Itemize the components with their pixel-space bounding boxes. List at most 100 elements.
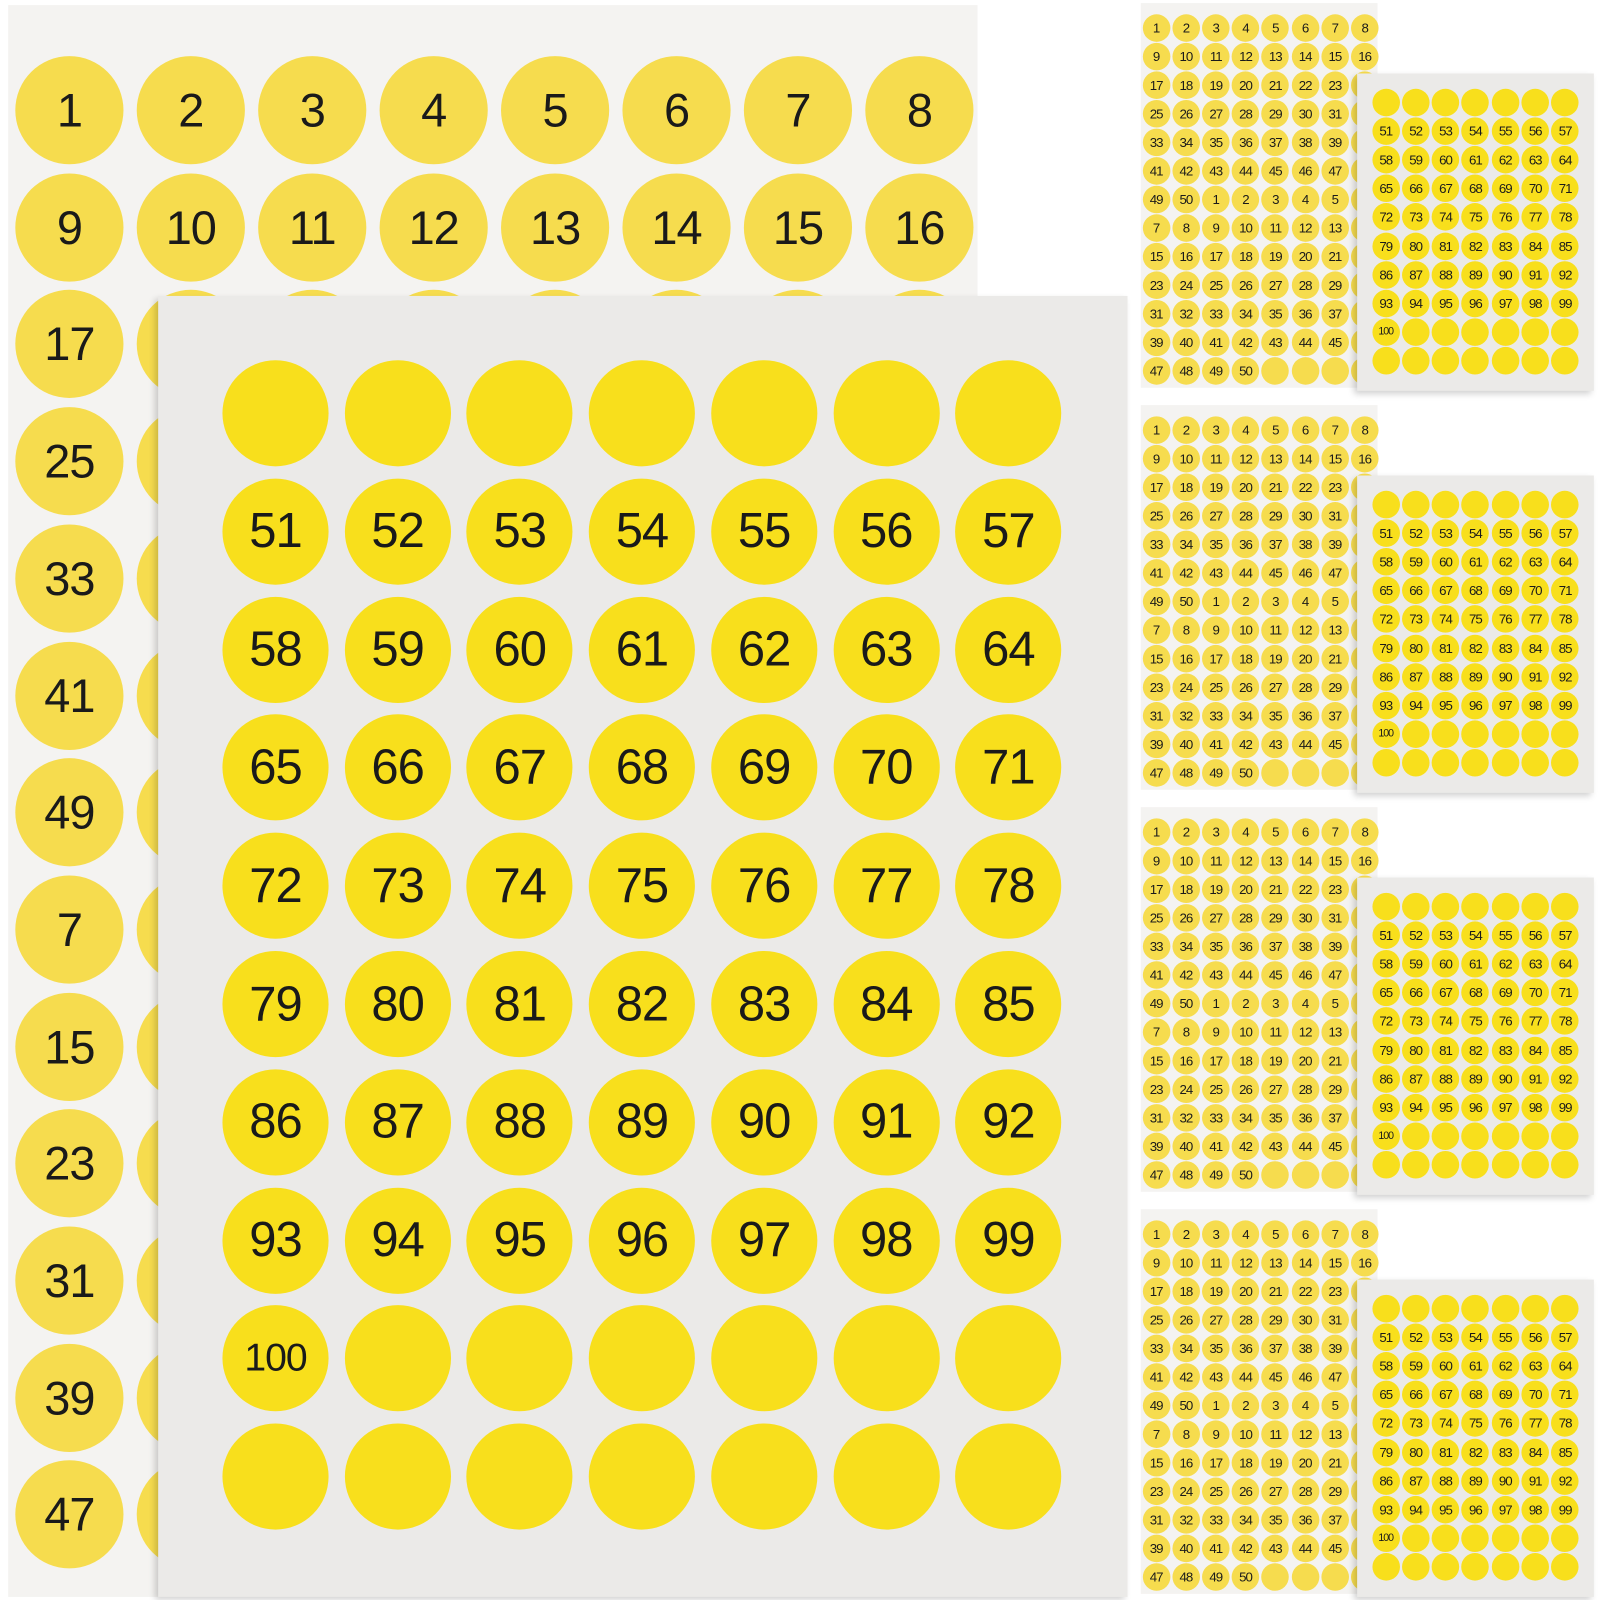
number-sticker: 85: [955, 951, 1062, 1058]
number-sticker: 49: [1142, 185, 1170, 213]
number-sticker: 44: [1231, 156, 1260, 185]
number-sticker: 95: [1431, 691, 1460, 720]
number-sticker: 77: [1521, 1409, 1549, 1438]
number-sticker: 26: [1172, 99, 1200, 128]
number-sticker: 16: [1172, 644, 1200, 672]
number-sticker: 9: [1201, 1419, 1230, 1448]
number-sticker: 99: [1551, 691, 1579, 720]
number-sticker: 19: [1201, 874, 1230, 903]
blank-sticker: [1521, 88, 1549, 116]
number-sticker: 35: [1201, 1334, 1230, 1362]
number-sticker: 88: [1431, 260, 1460, 289]
number-sticker: 3: [258, 56, 367, 165]
number-sticker: 1: [1201, 989, 1230, 1017]
number-sticker: 26: [1172, 1305, 1200, 1334]
number-sticker: 13: [501, 173, 610, 282]
number-sticker: 35: [1261, 1505, 1290, 1534]
number-sticker: 27: [1201, 501, 1230, 530]
number-sticker: 95: [466, 1187, 573, 1294]
blank-sticker: [466, 1305, 573, 1412]
number-sticker: 50: [1172, 1391, 1200, 1419]
number-sticker: 16: [1172, 1448, 1200, 1477]
number-sticker: 28: [1291, 672, 1319, 701]
number-sticker: 42: [1231, 1534, 1260, 1562]
number-sticker: 3: [1261, 185, 1290, 213]
number-sticker: 47: [1321, 558, 1349, 587]
number-sticker: 39: [1321, 932, 1349, 960]
number-sticker: 17: [1201, 1448, 1230, 1477]
number-sticker: 45: [1321, 1132, 1349, 1160]
number-sticker: 84: [1521, 232, 1549, 260]
number-sticker: 11: [1201, 846, 1230, 874]
blank-sticker: [222, 1423, 329, 1530]
number-sticker: 92: [1551, 662, 1579, 691]
number-sticker: 35: [1201, 128, 1230, 156]
blank-sticker: [1551, 490, 1579, 518]
number-sticker: 83: [1491, 1036, 1520, 1064]
number-sticker: 46: [1291, 156, 1319, 185]
number-sticker: 56: [833, 478, 940, 585]
blank-sticker: [1491, 490, 1520, 518]
number-sticker: 66: [1401, 174, 1430, 203]
number-sticker: 26: [1231, 1074, 1260, 1103]
number-sticker: 60: [1431, 547, 1460, 576]
number-sticker: 51: [1371, 1323, 1400, 1351]
number-sticker: 7: [1142, 1017, 1170, 1046]
number-sticker: 3: [1201, 817, 1230, 846]
number-sticker: 34: [1172, 530, 1200, 558]
number-sticker: 11: [1201, 42, 1230, 70]
blank-sticker: [1261, 1562, 1290, 1591]
blank-sticker: [1431, 720, 1460, 749]
number-sticker: 24: [1172, 270, 1200, 299]
number-sticker: 12: [1231, 1248, 1260, 1277]
blank-sticker: [1491, 88, 1520, 116]
number-sticker: 18: [1172, 70, 1200, 99]
number-sticker: 97: [1491, 1495, 1520, 1524]
number-sticker: 26: [1231, 270, 1260, 299]
number-sticker: 54: [588, 478, 695, 585]
number-sticker: 12: [1231, 846, 1260, 874]
blank-sticker: [1521, 1553, 1549, 1581]
number-sticker: 74: [466, 832, 573, 939]
number-sticker: 9: [1142, 1248, 1170, 1277]
number-sticker: 16: [1172, 1046, 1200, 1074]
number-sticker: 63: [1521, 145, 1549, 174]
number-sticker: 12: [1231, 42, 1260, 70]
number-sticker: 68: [1461, 1380, 1490, 1409]
blank-sticker: [466, 360, 573, 467]
number-sticker: 23: [1321, 874, 1349, 903]
number-sticker: 67: [466, 714, 573, 821]
number-sticker: 93: [1371, 1495, 1400, 1524]
number-sticker: 6: [1291, 817, 1319, 846]
number-sticker: 71: [1551, 174, 1579, 203]
number-sticker: 53: [1431, 1323, 1460, 1351]
number-sticker: 26: [1172, 501, 1200, 530]
number-sticker: 94: [1401, 1093, 1430, 1122]
number-sticker: 38: [1291, 128, 1319, 156]
number-sticker: 30: [1291, 501, 1319, 530]
number-sticker: 57: [1551, 1323, 1579, 1351]
number-sticker: 13: [1261, 444, 1290, 472]
number-sticker: 100: [1371, 720, 1400, 749]
number-sticker: 88: [1431, 1467, 1460, 1495]
number-sticker: 6: [622, 56, 731, 165]
number-sticker: 43: [1261, 1534, 1290, 1562]
number-sticker: 69: [1491, 576, 1520, 605]
number-sticker: 80: [1401, 634, 1430, 662]
number-sticker: 11: [1261, 615, 1290, 644]
number-sticker: 90: [1491, 260, 1520, 289]
number-sticker: 27: [1261, 270, 1290, 299]
number-sticker: 49: [1201, 356, 1230, 385]
number-sticker: 62: [1491, 547, 1520, 576]
number-sticker: 71: [955, 714, 1062, 821]
number-sticker: 39: [1321, 530, 1349, 558]
number-sticker: 15: [1142, 242, 1170, 270]
number-sticker: 56: [1521, 1323, 1549, 1351]
number-sticker: 24: [1172, 672, 1200, 701]
number-sticker: 40: [1172, 730, 1200, 758]
blank-sticker: [955, 1305, 1062, 1412]
number-sticker: 69: [711, 714, 818, 821]
number-sticker: 73: [344, 832, 451, 939]
number-sticker: 57: [1551, 519, 1579, 547]
number-sticker: 13: [1261, 1248, 1290, 1277]
